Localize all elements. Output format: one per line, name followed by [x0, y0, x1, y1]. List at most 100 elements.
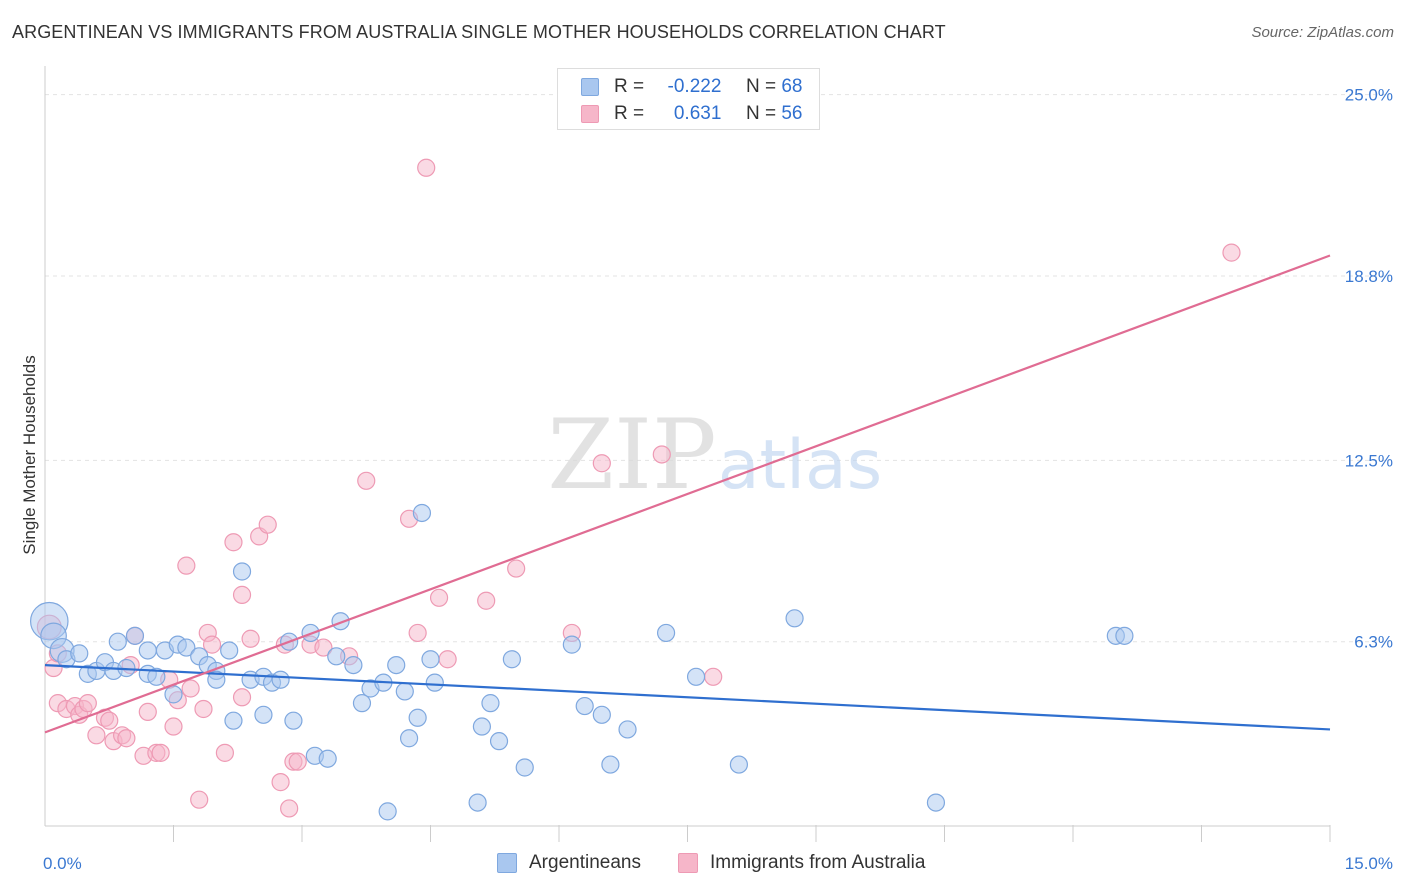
immigrants-point-43: [314, 638, 333, 657]
immigrants-point-33: [232, 688, 252, 707]
swatch-pink: [581, 105, 599, 123]
immigrants-point-50: [438, 650, 457, 669]
watermark-atlas: atlas: [718, 426, 882, 505]
immigrants-point-48: [417, 158, 436, 177]
immigrants-point-32: [232, 585, 252, 604]
immigrants-point-41: [288, 752, 307, 771]
immigrants-point-57: [1222, 243, 1241, 262]
immigrants-point-31: [224, 533, 243, 552]
argentineans-point-47: [412, 503, 432, 523]
argentineans-point-32: [284, 711, 303, 730]
argentineans-point-53: [489, 732, 509, 751]
grid: [45, 94, 1390, 643]
argentineans-point-65: [926, 793, 946, 812]
r-label: R =: [614, 76, 645, 97]
immigrants-point-39: [280, 799, 299, 818]
argentineans-point-50: [468, 793, 487, 812]
trendlines: [44, 254, 1331, 734]
argentineans-point-22: [207, 670, 226, 689]
n-label: N =: [745, 103, 777, 124]
argentineans-point-61: [656, 623, 676, 643]
watermark: ZIP atlas: [547, 399, 882, 511]
argentineans-point-60: [618, 720, 637, 739]
n-value: 68: [781, 76, 803, 97]
argentineans-point-64: [785, 609, 804, 628]
argentineans-point-25: [232, 562, 252, 581]
argentineans-point-18: [177, 638, 196, 657]
argentineans-point-54: [502, 650, 521, 669]
argentineans-point-24: [224, 711, 243, 730]
immigrants-point-45: [357, 471, 376, 490]
argentineans-point-16: [164, 685, 183, 704]
argentineans-point-46: [408, 708, 427, 727]
argentineans-point-62: [686, 667, 706, 686]
watermark-zip: ZIP: [547, 399, 716, 511]
argentineans-point-30: [271, 670, 290, 689]
immigrants-point-47: [408, 623, 427, 643]
argentineans-point-44: [395, 682, 414, 701]
immigrants-point-29: [202, 635, 222, 654]
y-tick-label-1: 12.5%: [1345, 451, 1393, 470]
immigrants-point-18: [138, 702, 157, 722]
argentineans-point-35: [318, 749, 337, 768]
argentineans-point-36: [327, 647, 346, 666]
y-tick-label-3: 25.0%: [1345, 86, 1393, 105]
argentineans-point-63: [729, 755, 749, 774]
argentineans-point-39: [352, 694, 372, 713]
argentineans-point-52: [481, 694, 500, 713]
immigrants-point-8: [78, 694, 97, 713]
source-label: Source: ZipAtlas.com: [1251, 24, 1394, 41]
immigrants-point-54: [592, 454, 611, 473]
immigrants-point-37: [271, 773, 290, 792]
argentineans-point-4: [70, 644, 89, 663]
immigrants-point-56: [704, 667, 723, 686]
immigrants-point-24: [177, 556, 196, 575]
points-argentineans: [29, 503, 1134, 821]
argentineans-point-42: [378, 802, 397, 821]
immigrants-point-11: [100, 711, 119, 730]
argentineans-point-55: [515, 758, 534, 777]
legend-label: Immigrants from Australia: [710, 852, 926, 873]
x-tick-label-max: 15.0%: [1345, 854, 1393, 873]
trendline-immigrants-from-australia: [44, 254, 1331, 734]
immigrants-point-30: [215, 743, 234, 762]
immigrants-point-55: [652, 445, 671, 464]
immigrants-point-25: [181, 679, 200, 698]
argentineans-point-14: [147, 667, 166, 686]
legend-swatch-blue: [497, 853, 517, 873]
axes: [44, 66, 1331, 842]
legend: Argentineans Immigrants from Australia: [0, 852, 1406, 878]
immigrants-point-27: [194, 699, 213, 719]
legend-label: Argentineans: [529, 852, 641, 873]
immigrants-point-14: [117, 729, 136, 748]
argentineans-point-38: [344, 655, 363, 675]
argentineans-point-48: [421, 650, 440, 669]
argentineans-point-45: [399, 729, 419, 748]
immigrants-point-22: [164, 717, 183, 736]
immigrants-point-26: [190, 790, 209, 809]
immigrants-point-20: [151, 743, 170, 762]
chart-title: ARGENTINEAN VS IMMIGRANTS FROM AUSTRALIA…: [12, 22, 946, 42]
trendline-argentineans: [44, 663, 1331, 731]
argentineans-point-49: [425, 673, 444, 692]
r-value: -0.222: [667, 76, 722, 97]
argentineans-point-23: [220, 641, 239, 660]
argentineans-point-58: [592, 705, 611, 724]
tick-labels: 6.3% 12.5% 18.8% 25.0% 0.0% 15.0%: [43, 86, 1393, 873]
immigrants-point-9: [87, 726, 106, 745]
legend-swatch-pink: [678, 853, 698, 873]
argentineans-point-37: [331, 612, 350, 631]
argentineans-point-43: [387, 655, 406, 675]
argentineans-point-9: [108, 632, 127, 651]
y-tick-label-2: 18.8%: [1345, 267, 1393, 286]
stats-box: R = -0.222 N = 68 R = 0.631 N = 56: [557, 68, 820, 130]
immigrants-point-49: [429, 588, 449, 607]
r-label: R =: [614, 103, 645, 124]
argentineans-point-57: [575, 696, 594, 716]
immigrants-point-36: [258, 515, 277, 534]
argentineans-point-67: [1115, 626, 1134, 645]
immigrants-point-51: [477, 591, 496, 610]
r-value: 0.631: [673, 103, 722, 124]
n-value: 56: [781, 103, 803, 124]
